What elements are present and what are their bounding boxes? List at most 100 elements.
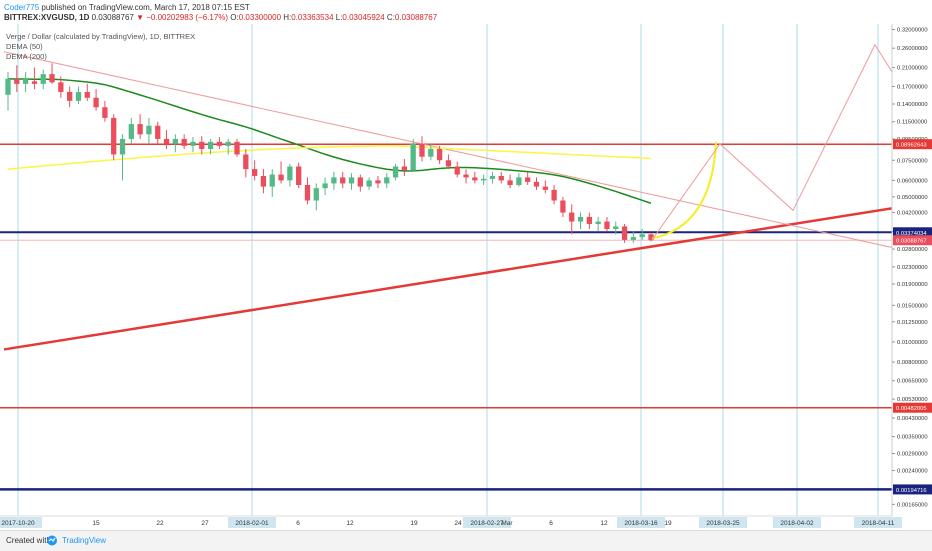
trend-lines (3, 51, 893, 351)
candle-body (102, 107, 108, 118)
time-tick-label: 2018-04-02 (780, 520, 814, 527)
price-tick-label: 0.00240000 (897, 469, 928, 475)
candle-body (586, 216, 592, 224)
candle-body (155, 125, 161, 139)
candle-body (260, 175, 267, 187)
candle-body (577, 216, 584, 222)
candle-body (613, 226, 619, 229)
price-tick-label: 0.04200000 (897, 211, 928, 217)
price-chart[interactable]: 0.32000000 0.26000000 0.21000000 0.17000000… (0, 0, 932, 530)
price-tick-label: 0.21000000 (897, 65, 928, 71)
candle-body (648, 234, 654, 241)
time-tick-label: 6 (549, 520, 553, 527)
candle-body (199, 141, 205, 149)
candle-body (340, 177, 346, 184)
price-tick-label: 0.01000000 (897, 340, 928, 346)
candle-body (384, 177, 390, 184)
projection-drawings (651, 43, 893, 241)
candle-body (604, 221, 610, 229)
price-label-bg (893, 402, 932, 413)
candle-body (489, 175, 496, 179)
support-trendline (3, 207, 893, 351)
candle-body (392, 166, 399, 178)
candle-body (348, 177, 355, 184)
price-tick-label: 0.00430000 (897, 416, 928, 422)
candle-body (128, 124, 134, 139)
candle-body (357, 177, 363, 187)
candle-body (146, 125, 152, 135)
open-value: 0.03300000 (238, 13, 282, 22)
candle-body (313, 188, 319, 201)
legend-dema50[interactable]: DEMA (50) (6, 42, 43, 51)
time-tick-label: 2018-03-25 (706, 520, 740, 527)
time-tick-label: 6 (296, 520, 300, 527)
time-tick-label: 2018-02-27 (470, 520, 504, 527)
price-tick-label: 0.05000000 (897, 195, 928, 201)
candle-body (463, 174, 469, 178)
open-label: O: (230, 13, 239, 22)
candle-body (428, 148, 434, 157)
candle-body (366, 180, 372, 187)
date-label-bg (854, 517, 902, 528)
candle-body (216, 141, 223, 146)
price-tick-label: 0.07500000 (897, 158, 928, 164)
candle-body (595, 221, 601, 224)
tradingview-logo-icon (47, 535, 57, 546)
price-tick-label: 0.00650000 (897, 379, 928, 385)
price-label-bg (893, 484, 932, 495)
candle-body (331, 177, 337, 184)
candle-body (481, 178, 487, 181)
low-value: 0.03045924 (342, 13, 385, 22)
legend-dema200[interactable]: DEMA (200) (6, 52, 47, 61)
tradingview-brand[interactable]: TradingView (62, 536, 107, 545)
price-tick-label: 0.01900000 (897, 282, 928, 288)
candle-body (93, 97, 99, 108)
date-label-bg (699, 517, 747, 528)
price-label-bg (893, 227, 932, 238)
candle-body (58, 82, 64, 92)
price-tick-label: 0.00165000 (897, 502, 928, 508)
candle-body (507, 180, 513, 186)
price-label-text: 0.08962643 (896, 143, 927, 149)
projection-path (651, 43, 893, 241)
chart-header: Coder775 published on TradingView.com, M… (0, 0, 932, 24)
candle-body (234, 141, 240, 155)
candle-body (269, 174, 275, 187)
candle-body (287, 166, 293, 181)
time-tick-label: 12 (346, 520, 354, 527)
price-tick-label: 0.00350000 (897, 435, 928, 441)
dema50-line (7, 78, 652, 204)
candle-body (525, 177, 531, 182)
candle-body (401, 166, 408, 171)
candle-body (551, 189, 557, 201)
author-link[interactable]: Coder775 (4, 3, 40, 12)
candle-body (560, 200, 566, 213)
candle-body (119, 138, 126, 155)
candle-body (542, 186, 548, 190)
candle-body (533, 181, 540, 187)
candle-body (621, 226, 628, 240)
candle-body (445, 160, 452, 167)
price-tick-label: 0.32000000 (897, 27, 928, 33)
candle-body (296, 166, 302, 186)
candle-body (251, 169, 258, 176)
candle-body (569, 212, 575, 222)
dema200-line (7, 145, 652, 170)
candle-body (67, 91, 73, 101)
price-label-text: 0.00482005 (896, 406, 927, 412)
candle-body (75, 91, 82, 101)
candle-body (225, 141, 231, 146)
candle-body (181, 138, 187, 146)
low-label: L: (335, 13, 343, 22)
yellow-arc (651, 141, 717, 240)
candle-body (472, 177, 478, 181)
date-label-bg (617, 517, 665, 528)
time-axis: 2017-10-20 15 22 27 2018-02-01 6 12 19 24 2018-02… (0, 515, 902, 530)
candle-body (630, 237, 637, 240)
price-tick-label: 0.06000000 (897, 178, 928, 184)
high-label: H: (283, 13, 292, 22)
date-label-bg (228, 517, 276, 528)
price-tick-label: 0.01500000 (897, 303, 928, 309)
time-tick-label: 2018-03-16 (624, 520, 658, 527)
price-label-bg (893, 235, 932, 246)
